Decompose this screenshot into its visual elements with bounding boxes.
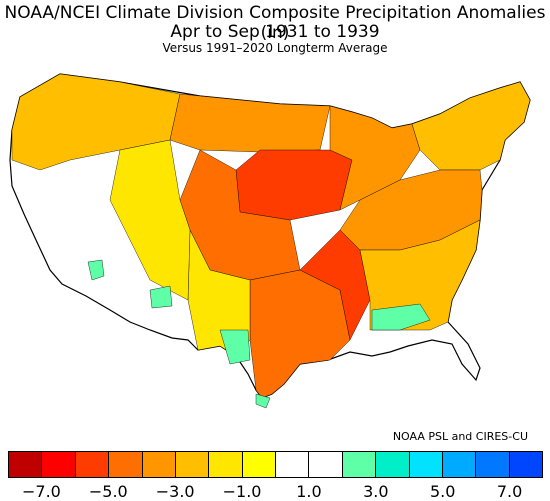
colorbar-swatch bbox=[409, 452, 443, 477]
wet-patch-new-mexico bbox=[149, 285, 173, 309]
colorbar-swatch bbox=[442, 452, 477, 477]
region-northeast bbox=[411, 81, 531, 171]
wet-patch-arizona bbox=[87, 259, 105, 281]
wet-anomaly-patches bbox=[87, 259, 431, 409]
map-title: NOAA/NCEI Climate Division Composite Pre… bbox=[4, 3, 546, 43]
colorbar-swatch bbox=[209, 452, 243, 477]
map-period: Apr to Sep 1931 to 1939 bbox=[170, 22, 380, 42]
data-source-credit: NOAA PSL and CIRES-CU bbox=[392, 430, 528, 443]
colorbar-tick-label: −3.0 bbox=[155, 482, 195, 501]
colorbar-tick-label: 7.0 bbox=[496, 482, 523, 501]
region-upper-midwest bbox=[235, 149, 353, 221]
colorbar bbox=[8, 451, 543, 478]
colorbar-swatch bbox=[175, 452, 210, 477]
colorbar-tick-label: −1.0 bbox=[222, 482, 262, 501]
wet-patch-west-texas bbox=[219, 329, 251, 365]
colorbar-swatch bbox=[509, 452, 542, 477]
colorbar-swatch bbox=[242, 452, 276, 477]
colorbar-tick-label: 3.0 bbox=[363, 482, 389, 501]
colorbar-tick-label: −5.0 bbox=[88, 482, 128, 501]
colorbar-swatch bbox=[342, 452, 377, 477]
colorbar-tick-label: 5.0 bbox=[429, 482, 456, 501]
wet-patch-florida bbox=[255, 393, 271, 409]
anomaly-regions bbox=[11, 73, 531, 399]
colorbar-swatch bbox=[109, 452, 143, 477]
colorbar-swatch bbox=[75, 452, 110, 477]
map-baseline: Versus 1991–2020 Longterm Average bbox=[162, 41, 388, 55]
colorbar-tick-label: 1.0 bbox=[296, 482, 322, 501]
region-northern-plains bbox=[169, 93, 331, 153]
region-southern-plains bbox=[249, 269, 351, 399]
colorbar-swatch bbox=[9, 452, 43, 477]
colorbar-tick-label: −7.0 bbox=[22, 482, 61, 501]
colorbar-swatch bbox=[476, 452, 510, 477]
wet-patch-carolinas bbox=[371, 303, 431, 331]
colorbar-swatch bbox=[142, 452, 176, 477]
region-great-lakes bbox=[329, 105, 421, 211]
colorbar-swatch bbox=[309, 452, 343, 477]
colorbar-swatch bbox=[276, 452, 310, 477]
colorbar-swatch bbox=[42, 452, 76, 477]
region-southeast bbox=[359, 219, 481, 331]
region-mountain-west bbox=[109, 139, 191, 301]
colorbar-swatch bbox=[376, 452, 410, 477]
